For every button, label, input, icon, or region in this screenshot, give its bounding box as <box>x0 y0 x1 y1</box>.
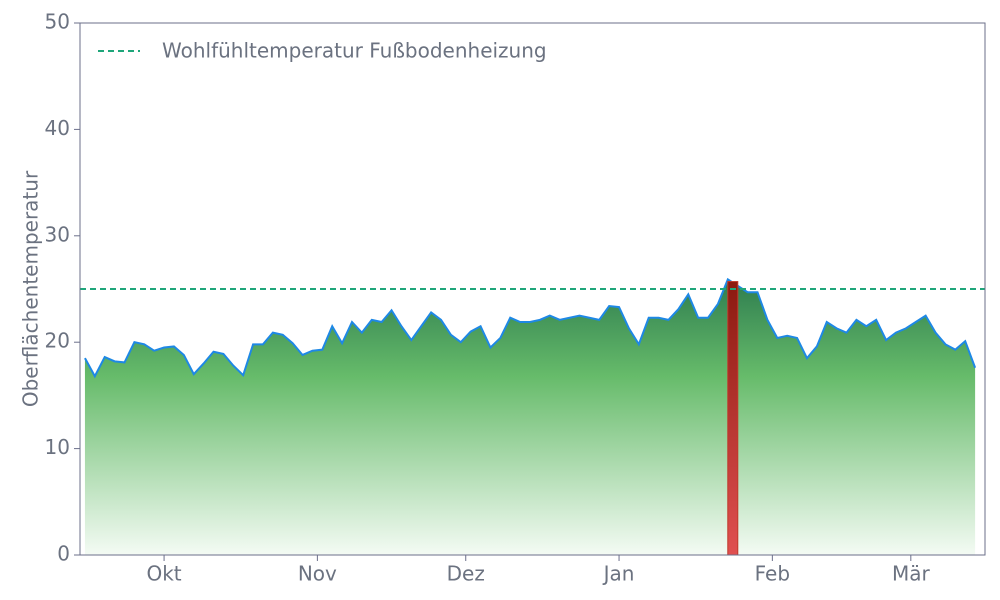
highlight-bar <box>727 281 739 556</box>
legend-label: Wohlfühltemperatur Fußbodenheizung <box>162 39 547 63</box>
y-tick-label: 30 <box>45 222 70 246</box>
x-tick-label: Mär <box>892 562 931 586</box>
x-tick-label: Nov <box>298 562 337 586</box>
y-tick-label: 20 <box>45 329 70 353</box>
x-tick-label: Okt <box>146 562 181 586</box>
y-tick-label: 50 <box>45 10 70 34</box>
y-tick-label: 40 <box>45 116 70 140</box>
y-axis-label: Oberflächentemperatur <box>19 170 43 407</box>
x-tick-label: Dez <box>447 562 485 586</box>
area-fill <box>84 279 976 555</box>
x-tick-label: Feb <box>755 562 790 586</box>
x-tick-label: Jan <box>602 562 635 586</box>
y-tick-label: 10 <box>45 435 70 459</box>
line <box>84 277 977 379</box>
plot-frame <box>79 22 986 556</box>
y-tick-label: 0 <box>57 542 70 566</box>
